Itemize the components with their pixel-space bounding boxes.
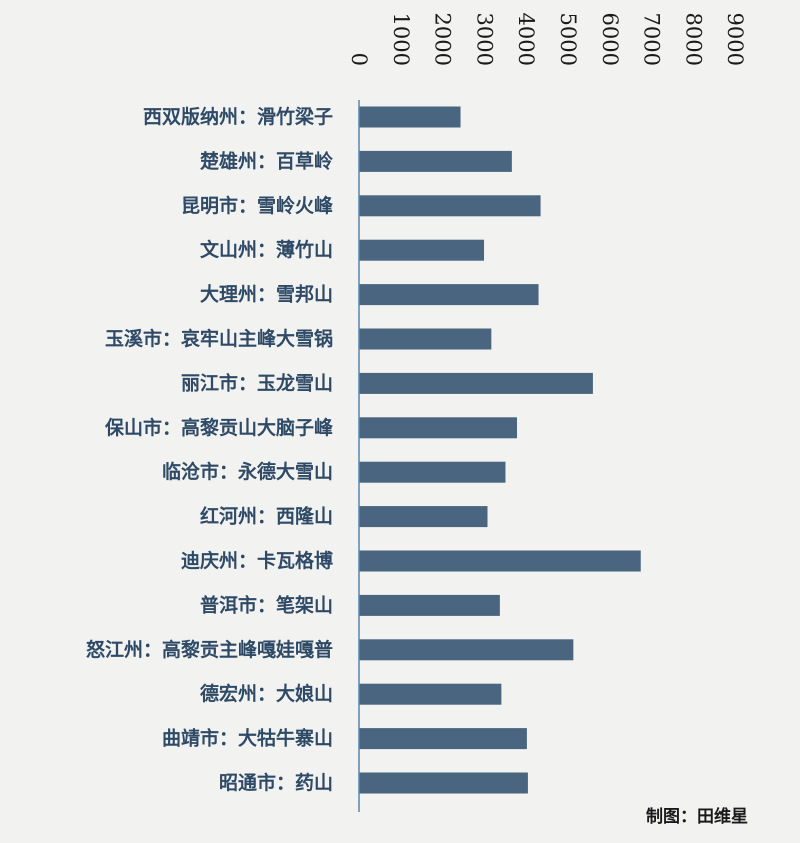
category-label: 大理州：雪邦山 [200,283,333,306]
x-tick-label: 6000 [598,13,622,66]
x-tick-label: 3000 [472,13,496,66]
category-label: 曲靖市：大牯牛寨山 [162,727,333,750]
bar [359,728,527,750]
bar [359,550,641,572]
bar [359,639,574,661]
category-label: 临沧市：永德大雪山 [162,460,333,483]
category-label: 昭通市：药山 [219,771,333,794]
bar [359,594,500,616]
bar [359,239,485,261]
bar [359,683,502,705]
category-label: 文山州：薄竹山 [200,238,333,261]
bar [359,328,492,350]
category-label: 楚雄州：百草岭 [200,149,333,172]
bar [359,772,528,794]
category-label: 丽江市：玉龙雪山 [181,371,333,394]
bar [359,106,461,128]
bars [359,106,641,794]
category-label: 红河州：西隆山 [200,505,333,528]
bar [359,417,518,439]
category-label: 怒江州：高黎贡主峰嘎娃嘎普 [86,638,333,661]
x-tick-label: 7000 [640,13,664,66]
x-tick-label: 5000 [556,13,580,66]
bar [359,150,512,172]
x-tick-label: 4000 [514,13,538,66]
x-axis-ticks: 0 1000 2000 3000 4000 5000 6000 7000 8000 9000 [347,13,747,66]
category-label: 昆明市：雪岭火峰 [181,194,334,217]
bar [359,461,506,483]
x-tick-label: 0 [347,53,371,66]
x-tick-label: 1000 [389,13,413,66]
x-tick-label: 9000 [723,13,747,66]
bar [359,195,541,217]
category-label: 保山市：高黎贡山大脑子峰 [104,416,334,439]
category-label: 德宏州：大娘山 [200,682,333,705]
credit-text: 制图：田维星 [646,806,748,827]
category-labels: 西双版纳州：滑竹梁子楚雄州：百草岭昆明市：雪岭火峰文山州：薄竹山大理州：雪邦山玉… [86,105,334,794]
x-tick-label: 2000 [431,13,455,66]
category-label: 迪庆州：卡瓦格博 [181,549,333,572]
bar [359,372,593,394]
x-tick-label: 8000 [681,13,705,66]
category-label: 普洱市：笔架山 [200,593,333,616]
bar [359,506,488,528]
bar [359,284,539,306]
category-label: 西双版纳州：滑竹梁子 [143,105,333,128]
category-label: 玉溪市：哀牢山主峰大雪锅 [105,327,333,350]
